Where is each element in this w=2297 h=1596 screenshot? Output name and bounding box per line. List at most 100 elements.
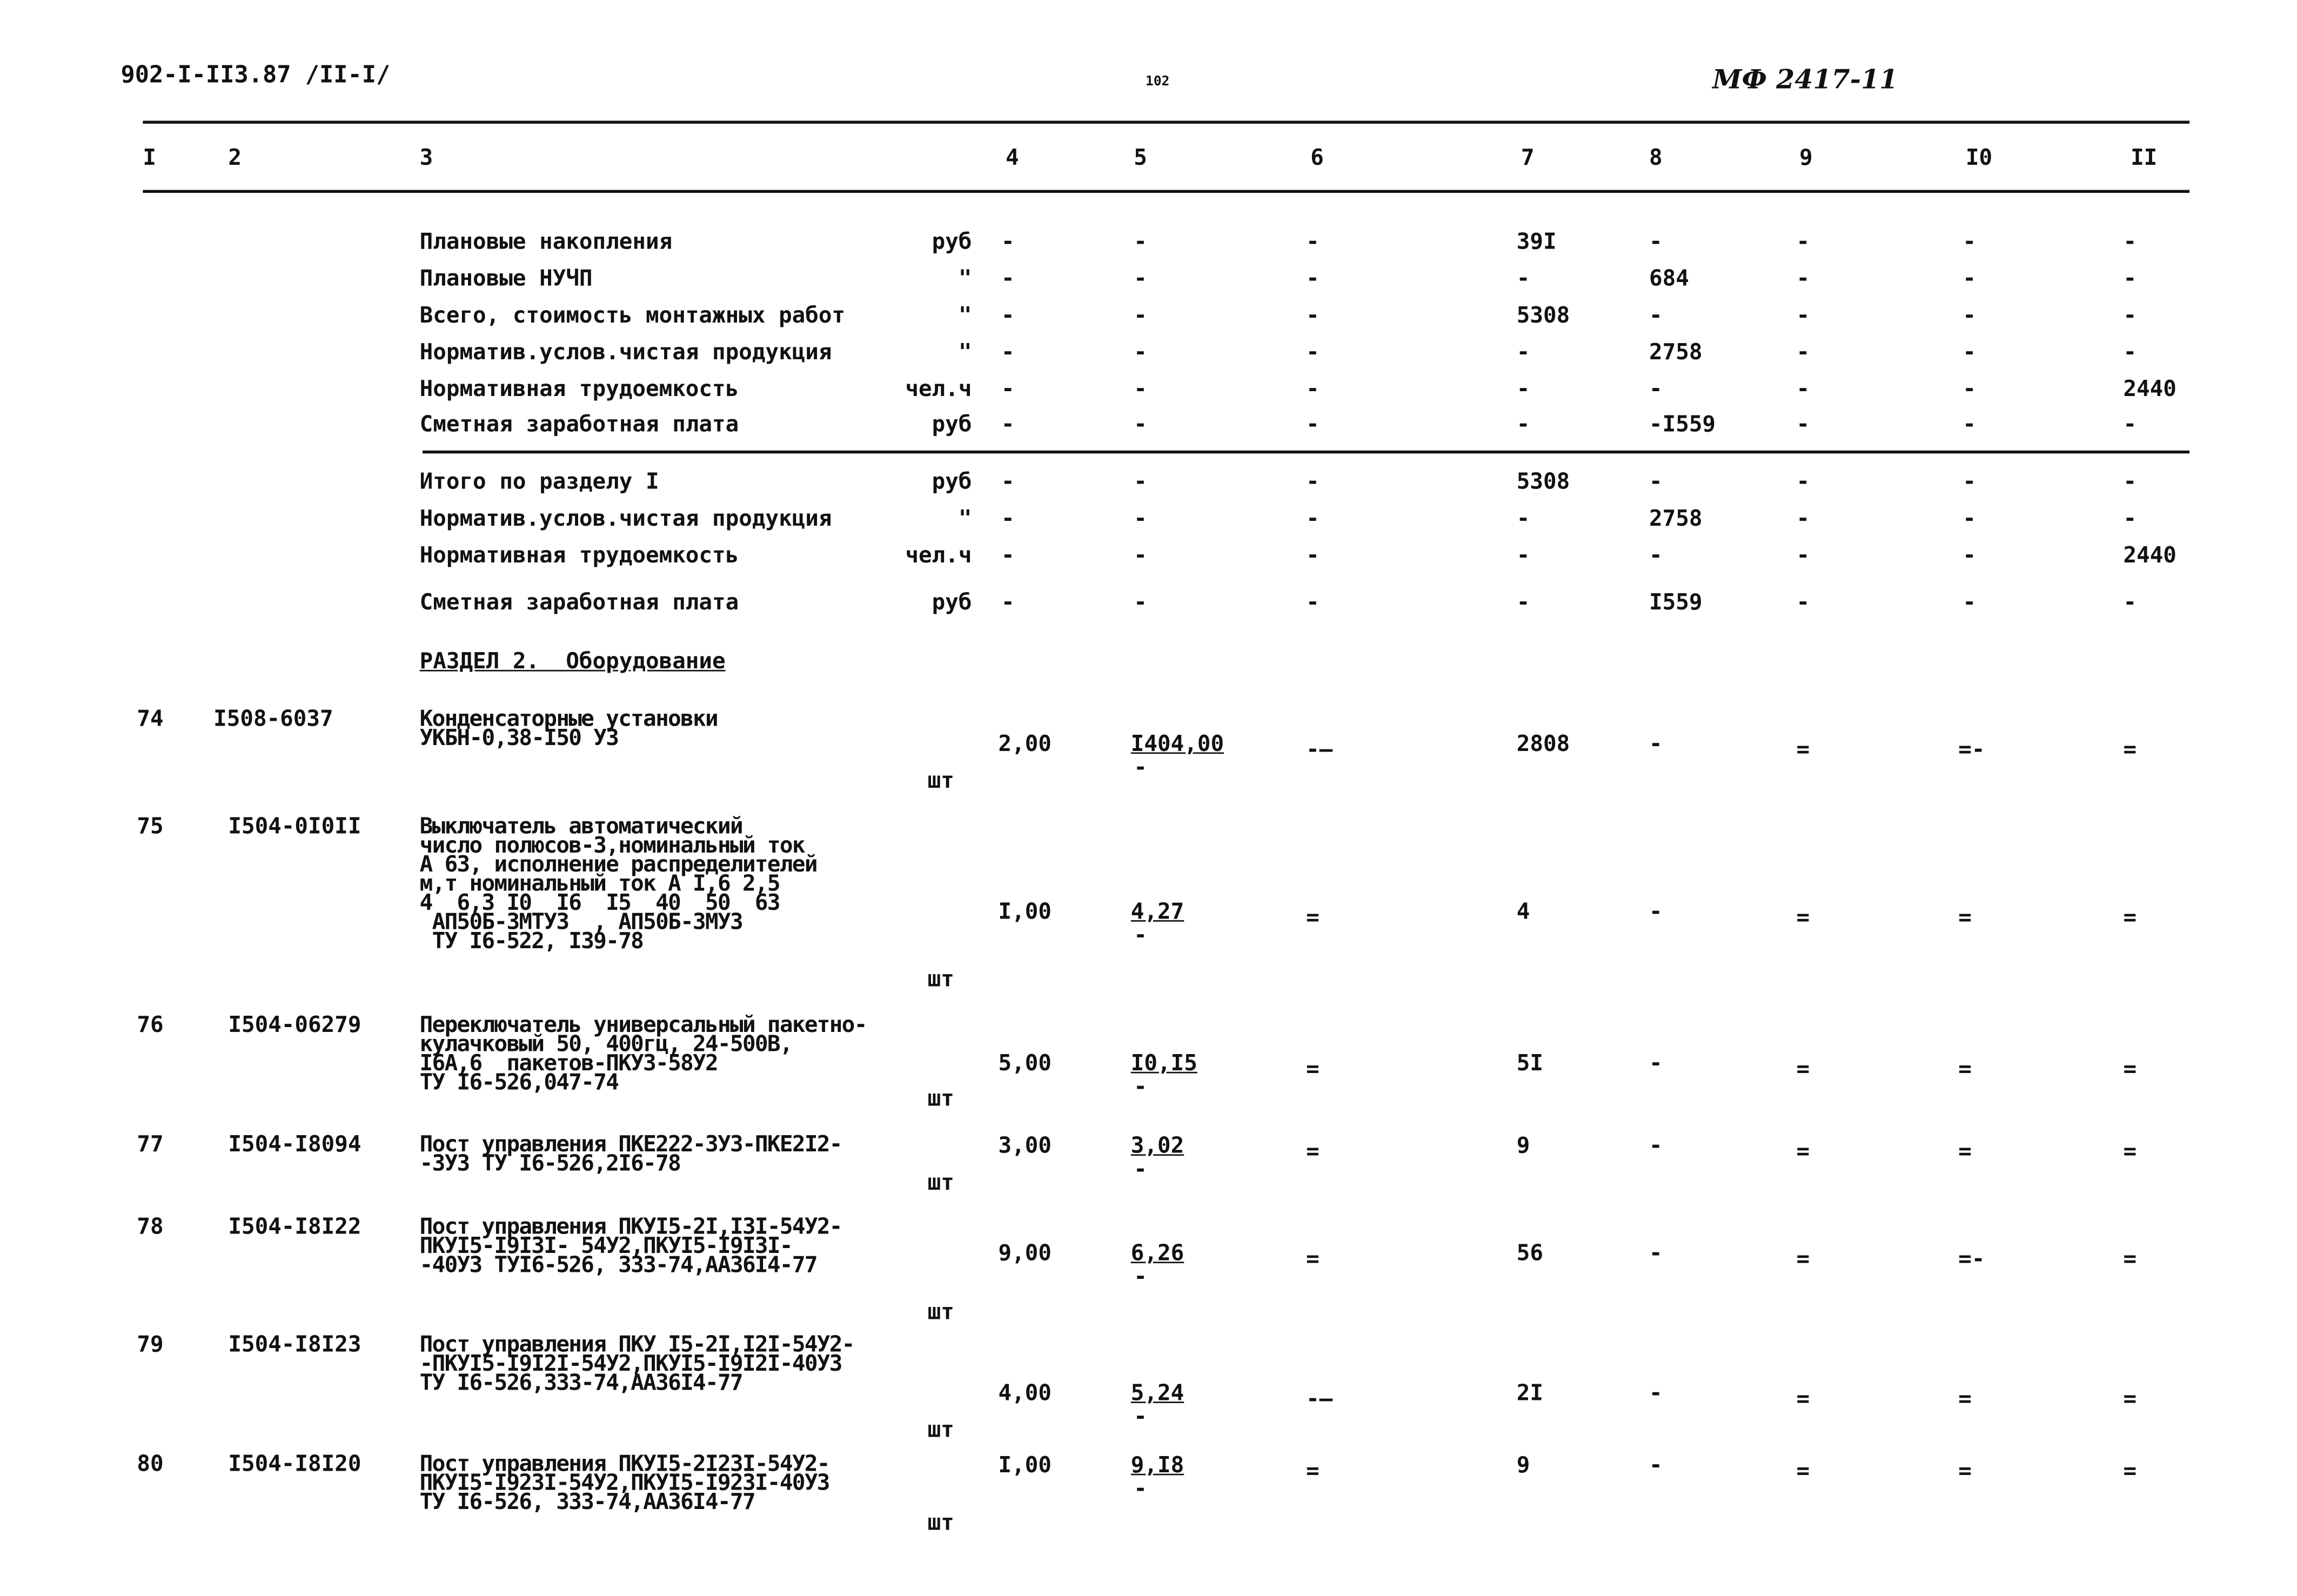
cell-c5: -	[1134, 228, 1147, 255]
cell-c10: -	[1963, 505, 1977, 532]
cell-c10: -	[1963, 265, 1977, 292]
cell-c5: -	[1134, 265, 1147, 292]
cell-c9: -	[1796, 301, 1810, 328]
cell-c5: -	[1134, 468, 1147, 495]
column-header-11: II	[2131, 144, 2158, 171]
row-label: Плановые НУЧП	[419, 265, 593, 292]
item-description: Конденсаторные установки УКБН-0,38-I50 У…	[419, 705, 719, 751]
cell-c9: -	[1796, 338, 1810, 365]
cell-c7: 5I	[1516, 1049, 1543, 1076]
cell-c9: -	[1796, 411, 1810, 438]
cell-c11: =	[2123, 904, 2137, 931]
row-label: Плановые накопления	[419, 228, 673, 255]
item-price-sub: -	[1134, 1073, 1147, 1100]
cell-c9: =	[1796, 1385, 1810, 1412]
cell-c9: =	[1796, 1138, 1810, 1165]
column-header-6: 6	[1310, 144, 1324, 171]
column-header-9: 9	[1799, 144, 1813, 171]
cell-c10: -	[1963, 411, 1977, 438]
cell-c11: -	[2123, 338, 2137, 365]
cell-c8: -	[1649, 1239, 1663, 1266]
cell-c4: -	[1001, 265, 1015, 292]
cell-c8: -	[1649, 375, 1663, 402]
row-label: Нормативная трудоемкость	[419, 375, 739, 402]
cell-c6: =	[1306, 1055, 1320, 1082]
cell-c5: -	[1134, 411, 1147, 438]
cell-c4: -	[1001, 411, 1015, 438]
cell-c7: 5308	[1516, 468, 1570, 495]
cell-c9: -	[1796, 589, 1810, 616]
column-header-2: 2	[228, 144, 242, 171]
cell-c7: 39I	[1516, 228, 1557, 255]
cell-c10: =-	[1958, 736, 1985, 763]
column-header-8: 8	[1649, 144, 1663, 171]
item-quantity: 9,00	[998, 1239, 1052, 1266]
column-header-10: I0	[1965, 144, 1993, 171]
item-description: Пост управления ПКЕ222-3У3-ПКЕ2I2- -3У3 …	[419, 1130, 843, 1177]
cell-c6: =	[1306, 1245, 1320, 1272]
column-header-3: 3	[419, 144, 433, 171]
cell-c4: -	[1001, 505, 1015, 532]
item-quantity: 5,00	[998, 1049, 1052, 1076]
summary-rule	[423, 450, 2190, 454]
item-price-sub: -	[1134, 1156, 1147, 1183]
handwritten-stamp: МФ 2417-11	[1712, 64, 1898, 96]
cell-c4: -	[1001, 338, 1015, 365]
cell-c8: 2758	[1649, 338, 1703, 365]
doc-code: 902-I-II3.87 /II-I/	[120, 60, 391, 89]
cell-c7: 2808	[1516, 730, 1570, 757]
item-number: 75	[137, 813, 164, 840]
item-number: 76	[137, 1011, 164, 1038]
cell-c6: -	[1306, 589, 1320, 616]
cell-c5: -	[1134, 505, 1147, 532]
cell-c11: =	[2123, 1385, 2137, 1412]
cell-c8: -	[1649, 1049, 1663, 1076]
cell-c7: -	[1516, 375, 1530, 402]
item-code: I504-0I0II	[228, 813, 361, 840]
cell-c11: -	[2123, 505, 2137, 532]
cell-c6: -	[1306, 375, 1320, 402]
item-price-sub: -	[1134, 1475, 1147, 1502]
cell-c6: -—	[1306, 736, 1333, 763]
item-code: I504-06279	[228, 1011, 361, 1038]
cell-c7: 9	[1516, 1451, 1530, 1478]
item-description: Пост управления ПКУ I5-2I,I2I-54У2- -ПКУ…	[419, 1331, 855, 1396]
cell-c10: =	[1958, 1457, 1972, 1484]
cell-c8: -	[1649, 228, 1663, 255]
cell-c10: =	[1958, 1138, 1972, 1165]
cell-c7: -	[1516, 541, 1530, 568]
row-unit: руб	[932, 411, 972, 438]
cell-c5: -	[1134, 338, 1147, 365]
item-unit: шт	[927, 1416, 954, 1443]
cell-c7: 9	[1516, 1132, 1530, 1159]
item-description: Пост управления ПКУI5-2I,I3I-54У2- ПКУI5…	[419, 1213, 843, 1278]
item-number: 79	[137, 1331, 164, 1358]
item-quantity: 3,00	[998, 1132, 1052, 1159]
item-number: 74	[137, 705, 164, 732]
item-quantity: 2,00	[998, 730, 1052, 757]
item-number: 78	[137, 1213, 164, 1240]
cell-c6: -	[1306, 301, 1320, 328]
item-unit: шт	[927, 1509, 954, 1536]
cell-c8: -	[1649, 541, 1663, 568]
cell-c8: -	[1649, 898, 1663, 925]
cell-c5: -	[1134, 375, 1147, 402]
cell-c7: -	[1516, 411, 1530, 438]
cell-c10: -	[1963, 468, 1977, 495]
cell-c5: -	[1134, 541, 1147, 568]
cell-c10: =-	[1958, 1245, 1985, 1272]
cell-c8: I559	[1649, 589, 1703, 616]
cell-c9: -	[1796, 468, 1810, 495]
item-unit: шт	[927, 1169, 954, 1196]
row-unit: "	[958, 265, 972, 292]
cell-c4: -	[1001, 301, 1015, 328]
cell-c7: 5308	[1516, 301, 1570, 328]
row-unit: руб	[932, 468, 972, 495]
cell-c9: =	[1796, 736, 1810, 763]
cell-c7: 56	[1516, 1239, 1543, 1266]
item-code: I508-6037	[213, 705, 333, 732]
item-quantity: I,00	[998, 898, 1052, 925]
cell-c10: -	[1963, 541, 1977, 568]
cell-c8: -I559	[1649, 411, 1716, 438]
cell-c8: -	[1649, 730, 1663, 757]
